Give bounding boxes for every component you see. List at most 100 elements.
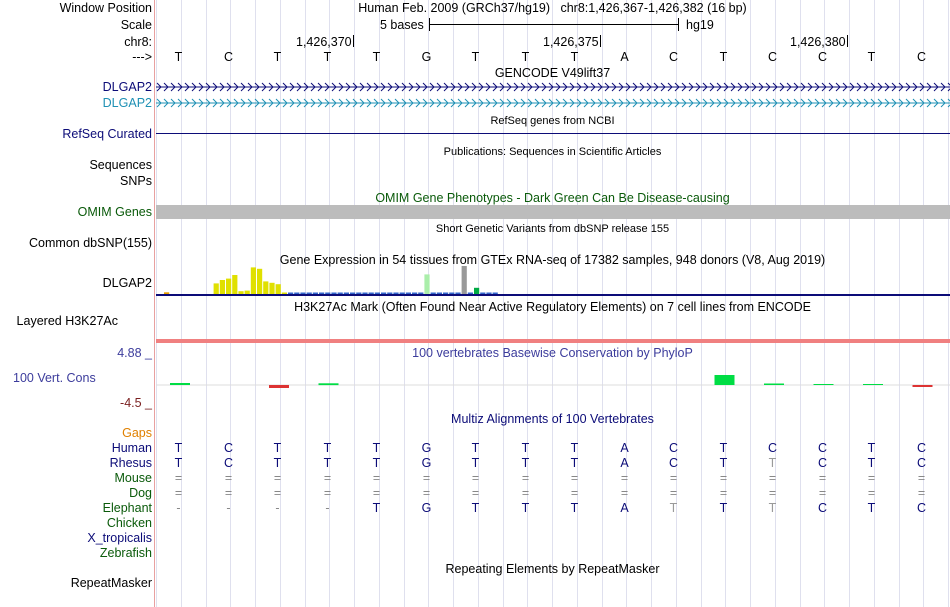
gtex-bar[interactable] — [393, 292, 399, 295]
refseq-line[interactable] — [156, 133, 950, 134]
window-position-value[interactable]: Human Feb. 2009 (GRCh37/hg19) chr8:1,426… — [358, 1, 747, 15]
gtex-bar[interactable] — [480, 292, 486, 295]
gtex-expression-chart[interactable] — [156, 266, 950, 298]
alignment-base: C — [668, 456, 679, 470]
gtex-bar[interactable] — [275, 284, 281, 294]
gtex-bar[interactable] — [443, 292, 449, 295]
gtex-bar[interactable] — [238, 291, 244, 294]
gtex-bar[interactable] — [331, 292, 337, 295]
gtex-bar[interactable] — [492, 292, 498, 295]
ruler-base: C — [817, 50, 828, 64]
chrom-label[interactable]: chr8: — [124, 35, 152, 49]
gtex-bar[interactable] — [213, 283, 219, 294]
gtex-bar[interactable] — [436, 292, 442, 295]
gtex-bar[interactable] — [362, 292, 368, 295]
gtex-bar[interactable] — [412, 292, 418, 295]
gtex-bar[interactable] — [418, 292, 424, 295]
scale-assembly: hg19 — [686, 18, 714, 32]
species-label-mouse[interactable]: Mouse — [114, 471, 152, 485]
gtex-bar[interactable] — [486, 292, 492, 295]
gtex-bar[interactable] — [269, 282, 275, 294]
gaps-label: Gaps — [122, 426, 152, 440]
alignment-base: T — [867, 456, 876, 470]
position-label-1: 1,426,370 — [296, 35, 352, 49]
gtex-bar[interactable] — [164, 292, 170, 294]
alignment-base: T — [174, 456, 183, 470]
gtex-bar[interactable] — [312, 292, 318, 295]
h3k27ac-label[interactable]: Layered H3K27Ac — [16, 314, 118, 328]
ruler-base: C — [668, 50, 679, 64]
alignment-base: C — [817, 456, 828, 470]
phylop-score-bar[interactable] — [714, 375, 735, 385]
alignment-base: = — [224, 471, 233, 485]
sequences-label[interactable]: Sequences — [89, 158, 152, 172]
species-label-rhesus[interactable]: Rhesus — [109, 456, 152, 470]
gtex-bar[interactable] — [368, 292, 374, 295]
gtex-bar[interactable] — [374, 292, 380, 295]
gtex-bar[interactable] — [467, 292, 473, 295]
alignment-base: T — [719, 501, 728, 515]
gtex-bar[interactable] — [219, 280, 225, 294]
gtex-bar[interactable] — [343, 292, 349, 295]
gtex-bar[interactable] — [399, 292, 405, 295]
species-label-dog[interactable]: Dog — [129, 486, 152, 500]
gtex-bar[interactable] — [281, 292, 287, 295]
scale-bar-left-cap — [429, 18, 430, 31]
phylop-chart[interactable] — [156, 360, 950, 410]
gtex-bar[interactable] — [257, 268, 263, 294]
species-label-chicken[interactable]: Chicken — [106, 516, 152, 530]
gtex-bar[interactable] — [424, 274, 430, 294]
gtex-bar[interactable] — [405, 292, 411, 295]
alignment-base: - — [176, 501, 181, 515]
alignment-base: = — [323, 486, 332, 500]
h3k27ac-signal[interactable] — [156, 339, 950, 343]
ruler-base: T — [521, 50, 530, 64]
phylop-score-bar[interactable] — [269, 385, 289, 388]
phylop-score-bar[interactable] — [764, 383, 784, 386]
phylop-score-bar[interactable] — [170, 383, 190, 385]
species-label-zebrafish[interactable]: Zebrafish — [99, 546, 152, 560]
gencode-row-2-arrows[interactable] — [156, 96, 950, 110]
refseq-label[interactable]: RefSeq Curated — [62, 127, 152, 141]
phylop-score-bar[interactable] — [863, 384, 883, 385]
gtex-bar[interactable] — [430, 292, 436, 295]
gtex-bar[interactable] — [381, 292, 387, 295]
species-label-x_tropicalis[interactable]: X_tropicalis — [87, 531, 152, 545]
phylop-score-bar[interactable] — [912, 385, 933, 387]
phylop-label[interactable]: 100 Vert. Cons — [13, 371, 96, 385]
gtex-bar[interactable] — [387, 292, 393, 295]
phylop-score-bar[interactable] — [813, 384, 834, 385]
gtex-bar[interactable] — [250, 267, 256, 294]
gtex-bar[interactable] — [325, 292, 331, 295]
gtex-bar[interactable] — [226, 278, 232, 294]
gencode-row-2-label[interactable]: DLGAP2 — [102, 96, 152, 110]
dbsnp-label[interactable]: Common dbSNP(155) — [29, 236, 152, 250]
gtex-bar[interactable] — [319, 292, 325, 295]
omim-bar[interactable] — [156, 205, 950, 219]
gencode-row-1-label[interactable]: DLGAP2 — [102, 80, 152, 94]
gtex-bar[interactable] — [356, 292, 362, 295]
gtex-bar[interactable] — [263, 281, 269, 294]
gtex-bar[interactable] — [474, 287, 480, 294]
repeatmasker-label[interactable]: RepeatMasker — [70, 576, 152, 590]
gtex-bar[interactable] — [461, 266, 467, 294]
gtex-bar[interactable] — [288, 292, 294, 295]
species-label-human[interactable]: Human — [111, 441, 152, 455]
gtex-bar[interactable] — [306, 292, 312, 295]
omim-label[interactable]: OMIM Genes — [77, 205, 152, 219]
alignment-base: A — [620, 441, 629, 455]
gtex-bar[interactable] — [244, 290, 250, 294]
gencode-row-1-arrows[interactable] — [156, 80, 950, 94]
gtex-bar[interactable] — [294, 292, 300, 295]
species-label-elephant[interactable]: Elephant — [102, 501, 152, 515]
alignment-base: A — [620, 456, 629, 470]
gtex-label[interactable]: DLGAP2 — [102, 276, 152, 290]
gtex-bar[interactable] — [300, 292, 306, 295]
gtex-bar[interactable] — [350, 292, 356, 295]
gtex-bar[interactable] — [337, 292, 343, 295]
phylop-score-bar[interactable] — [318, 383, 339, 386]
gtex-bar[interactable] — [455, 292, 461, 295]
snps-label[interactable]: SNPs — [120, 174, 152, 188]
gtex-bar[interactable] — [449, 292, 455, 295]
gtex-bar[interactable] — [232, 275, 238, 294]
